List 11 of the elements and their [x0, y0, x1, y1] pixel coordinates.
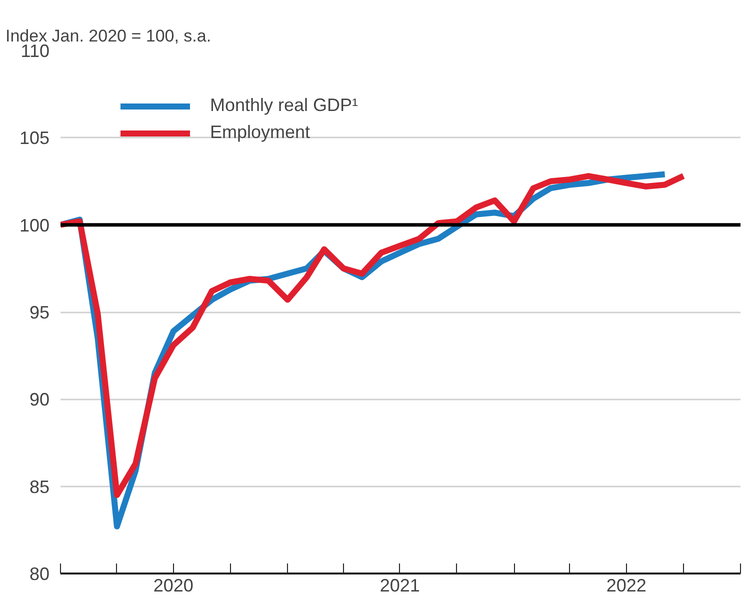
y-tick-label: 100 — [19, 215, 50, 236]
x-tick-label: 2022 — [606, 576, 646, 596]
y-tick-label: 85 — [29, 476, 50, 497]
x-tick-label: 2020 — [153, 576, 194, 596]
legend-label: Employment — [210, 122, 310, 143]
y-tick-label: 105 — [19, 128, 50, 148]
y-tick-label: 90 — [29, 390, 50, 410]
x-tick-label: 2021 — [380, 576, 420, 596]
y-tick-label: 95 — [29, 302, 50, 322]
legend-label: Monthly real GDP¹ — [210, 95, 358, 116]
y-tick-label: 80 — [29, 564, 50, 584]
